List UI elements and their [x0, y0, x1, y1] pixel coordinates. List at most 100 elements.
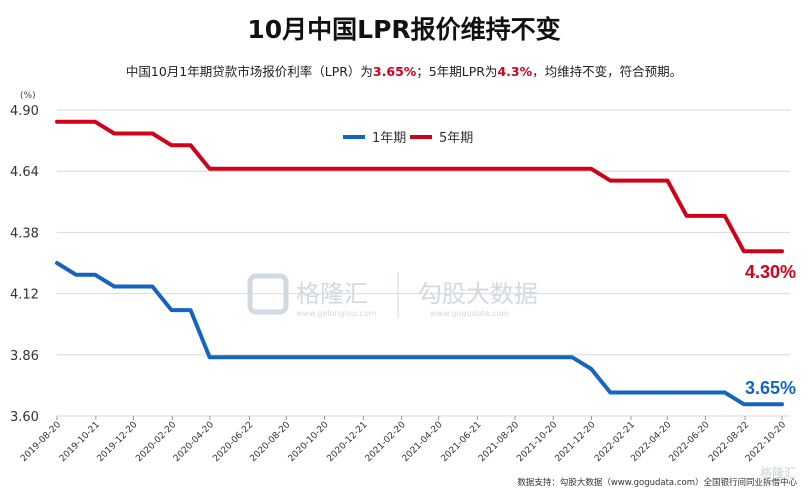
data-point-5y	[55, 120, 59, 124]
data-point-1y	[188, 308, 193, 312]
subtitle-value-1y: 3.65%	[373, 64, 417, 79]
data-point-5y	[685, 214, 689, 218]
legend: 1年期 5年期	[343, 131, 473, 146]
subtitle-value-5y: 4.3%	[497, 64, 532, 79]
data-point-5y	[532, 167, 536, 171]
data-point-1y	[685, 390, 689, 395]
corner-watermark: 格隆汇	[760, 465, 796, 480]
data-point-1y	[169, 308, 174, 312]
data-point-5y	[74, 120, 78, 124]
legend-label-1y: 1年期	[372, 131, 406, 146]
data-point-1y	[494, 355, 498, 359]
data-point-1y	[513, 355, 517, 359]
data-point-1y	[589, 367, 593, 371]
data-point-1y	[417, 355, 422, 359]
data-point-1y	[436, 355, 441, 359]
y-axis-unit: (%)	[20, 91, 36, 101]
data-point-1y	[131, 284, 135, 289]
y-tick-label: 3.86	[10, 349, 39, 364]
data-point-5y	[570, 167, 574, 171]
subtitle-suffix: ，均维持不变，符合预期。	[532, 64, 682, 79]
source-note: 数据支持：勾股大数据（www.gogudata.com）全国银行间同业拆借中心	[517, 477, 797, 488]
data-point-5y	[131, 131, 135, 136]
x-axis-ticks: 2019-08-202019-10-212019-12-202020-02-20…	[19, 416, 788, 464]
data-point-5y	[265, 167, 269, 171]
data-point-1y	[93, 273, 97, 277]
x-tick-label: 2022-06-20	[668, 420, 712, 464]
chart-subtitle: 中国10月1年期贷款市场报价利率（LPR）为3.65%；5年期LPR为4.3%，…	[126, 64, 682, 79]
x-tick-label: 2019-12-20	[96, 420, 140, 464]
data-point-5y	[169, 143, 174, 147]
data-point-5y	[456, 167, 460, 171]
data-point-5y	[646, 179, 651, 183]
end-label-1y: 3.65%	[745, 378, 796, 398]
y-tick-label: 4.12	[10, 288, 39, 303]
watermark-site-2: www.gogudata.com	[430, 309, 509, 318]
data-point-5y	[341, 167, 345, 171]
data-point-5y	[742, 249, 746, 253]
y-tick-label: 4.38	[10, 226, 39, 241]
data-point-5y	[246, 167, 250, 171]
data-point-5y	[112, 131, 116, 136]
data-point-1y	[265, 355, 269, 359]
data-point-1y	[150, 284, 154, 289]
data-point-1y	[246, 355, 250, 359]
data-point-5y	[227, 167, 231, 171]
legend-label-5y: 5年期	[439, 131, 473, 146]
data-point-5y	[761, 249, 765, 253]
data-point-5y	[494, 167, 498, 171]
data-point-5y	[704, 214, 708, 218]
data-point-5y	[589, 167, 593, 171]
end-labels: 3.65% 4.30%	[745, 262, 796, 398]
data-point-1y	[627, 390, 631, 395]
data-point-1y	[322, 355, 326, 359]
data-point-5y	[379, 167, 383, 171]
chart-title: 10月中国LPR报价维持不变	[247, 15, 560, 44]
data-point-5y	[284, 167, 288, 171]
data-point-1y	[723, 390, 727, 395]
x-tick-label: 2022-10-20	[744, 420, 788, 464]
series-layer	[55, 119, 784, 407]
data-point-1y	[55, 261, 59, 265]
data-point-5y	[417, 167, 422, 171]
data-point-5y	[780, 249, 784, 253]
data-point-5y	[627, 179, 631, 183]
watermark: 格隆汇 www.gelonghui.com 勾股大数据 www.gogudata…	[247, 272, 538, 318]
data-point-1y	[379, 355, 383, 359]
data-point-1y	[532, 355, 536, 359]
data-point-1y	[780, 402, 784, 406]
data-point-1y	[303, 355, 307, 359]
data-point-5y	[513, 167, 517, 171]
data-point-5y	[208, 167, 212, 171]
data-point-1y	[456, 355, 460, 359]
data-point-5y	[608, 179, 612, 183]
data-point-5y	[188, 143, 193, 147]
watermark-site: www.gelonghui.com	[296, 309, 377, 318]
data-point-1y	[341, 355, 345, 359]
series-line-5y	[55, 119, 784, 254]
x-tick-label: 2020-04-20	[172, 420, 216, 464]
data-point-1y	[360, 355, 364, 359]
data-point-1y	[112, 284, 116, 289]
data-point-5y	[150, 131, 154, 136]
data-point-5y	[723, 214, 727, 218]
data-point-1y	[742, 402, 746, 406]
data-point-1y	[646, 390, 651, 395]
data-point-1y	[761, 402, 765, 406]
data-point-1y	[704, 390, 708, 395]
subtitle-prefix: 中国10月1年期贷款市场报价利率（LPR）为	[126, 64, 373, 79]
subtitle-middle: ；5年期LPR为	[416, 64, 497, 79]
data-point-5y	[93, 120, 97, 124]
data-point-1y	[398, 355, 403, 359]
data-point-5y	[665, 179, 670, 183]
data-point-1y	[475, 355, 479, 359]
data-point-1y	[608, 390, 612, 395]
data-point-1y	[665, 390, 670, 395]
data-point-1y	[570, 355, 574, 359]
data-point-5y	[398, 167, 403, 171]
x-tick-label: 2021-04-20	[401, 420, 445, 464]
x-tick-label: 2021-12-20	[554, 420, 598, 464]
data-point-1y	[208, 355, 212, 359]
x-tick-label: 2019-08-20	[19, 420, 63, 464]
